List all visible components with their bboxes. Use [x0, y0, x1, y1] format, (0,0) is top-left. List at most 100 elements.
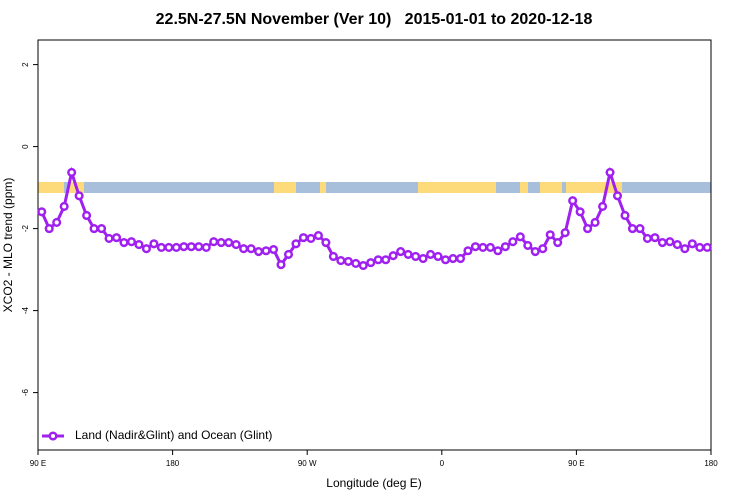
data-point [455, 253, 466, 264]
data-point [627, 224, 638, 234]
data-point [485, 242, 495, 253]
data-point [635, 224, 645, 234]
data-point [665, 237, 675, 247]
data-point [313, 231, 323, 241]
data-point [560, 228, 570, 238]
data-point [186, 242, 196, 252]
x-axis-label: Longitude (deg E) [326, 476, 421, 490]
data-point [171, 242, 181, 253]
data-point [538, 244, 548, 254]
data-point [343, 256, 353, 266]
data-point [298, 233, 309, 243]
data-point [224, 237, 234, 248]
data-point [523, 240, 533, 250]
data-point [216, 237, 226, 248]
y-tick-label: -4 [21, 306, 30, 314]
data-point [575, 207, 585, 217]
data-point [82, 210, 92, 221]
y-tick-label: 0 [21, 144, 30, 149]
data-point [695, 242, 705, 253]
data-point [373, 255, 383, 265]
data-point [246, 244, 256, 254]
data-point [336, 256, 346, 266]
data-point [156, 242, 166, 253]
data-point [276, 260, 286, 270]
data-point [104, 233, 114, 243]
data-point [366, 258, 376, 268]
data-point [553, 237, 563, 248]
data-point [328, 251, 338, 262]
x-tick-label: 180 [704, 459, 718, 468]
data-point [89, 224, 99, 234]
data-point [493, 246, 503, 256]
data-point [194, 242, 204, 252]
data-point [448, 253, 458, 264]
data-point [396, 247, 406, 257]
data-point [657, 237, 667, 248]
data-point [687, 239, 697, 249]
data-point [388, 251, 398, 261]
data-point [164, 242, 174, 253]
y-axis-label: XCO2 - MLO trend (ppm) [1, 178, 15, 313]
data-point [433, 251, 443, 262]
data-point [702, 242, 712, 253]
data-point [74, 191, 84, 201]
data-point [119, 237, 129, 248]
y-tick-label: -2 [21, 224, 30, 232]
data-point [381, 255, 391, 265]
data-point [261, 246, 271, 256]
data-point [254, 247, 264, 257]
data-point [67, 167, 77, 177]
data-point [672, 240, 682, 250]
data-point [515, 232, 525, 242]
data-point [508, 237, 518, 247]
data-point [321, 237, 331, 248]
data-point [269, 244, 279, 255]
x-tick-label: 90 W [298, 459, 317, 468]
legend-label: Land (Nadir&Glint) and Ocean (Glint) [75, 428, 272, 442]
data-point [612, 191, 623, 201]
x-tick-label: 0 [440, 459, 445, 468]
data-point [239, 244, 249, 254]
x-tick-label: 90 E [30, 459, 46, 468]
y-tick-label: -6 [21, 388, 30, 396]
data-point [411, 251, 421, 262]
data-point [231, 240, 241, 250]
data-point [605, 167, 615, 177]
data-point [134, 240, 144, 250]
data-point [37, 207, 47, 217]
data-point [583, 224, 593, 234]
data-point [283, 249, 294, 259]
data-point [620, 210, 630, 221]
data-point [149, 239, 159, 249]
data-point [141, 244, 151, 254]
data-point [201, 242, 211, 253]
data-point [418, 253, 428, 264]
data-point [111, 233, 122, 243]
data-point [463, 246, 473, 256]
data-point [478, 242, 488, 253]
chart-title: 22.5N-27.5N November (Ver 10) 2015-01-01… [156, 11, 593, 28]
data-point [500, 242, 510, 252]
data-point [59, 201, 69, 212]
legend-marker [48, 431, 58, 441]
data-point [642, 233, 652, 243]
data-point [590, 217, 600, 227]
data-point [598, 201, 608, 212]
x-tick-label: 180 [166, 459, 180, 468]
data-point [97, 224, 107, 234]
data-point [545, 230, 555, 240]
data-point [52, 217, 62, 227]
data-point [126, 237, 137, 247]
data-point [426, 249, 436, 259]
data-point [680, 244, 690, 254]
x-tick-label: 90 E [568, 459, 584, 468]
data-point [306, 233, 316, 243]
data-point [358, 260, 368, 271]
y-tick-label: 2 [21, 62, 30, 67]
map-strip [38, 182, 711, 193]
data-point [291, 239, 301, 249]
data-point [530, 247, 540, 257]
data-point [568, 196, 578, 206]
